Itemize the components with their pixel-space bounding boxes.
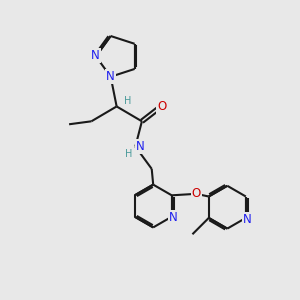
- Text: N: N: [91, 49, 100, 62]
- Text: O: O: [157, 100, 167, 113]
- Text: H: H: [125, 149, 133, 159]
- Text: O: O: [191, 187, 201, 200]
- Text: N: N: [136, 140, 145, 153]
- Text: N: N: [243, 213, 251, 226]
- Text: H: H: [124, 96, 132, 106]
- Text: N: N: [169, 212, 177, 224]
- Text: N: N: [106, 70, 115, 83]
